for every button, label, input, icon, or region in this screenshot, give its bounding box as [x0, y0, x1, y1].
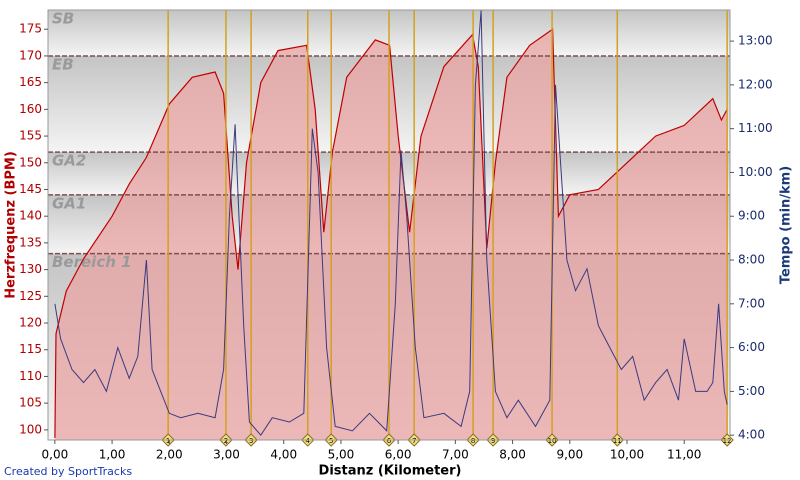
- pace-line: [54, 10, 728, 437]
- y2-tick-label: 5:00: [738, 384, 765, 398]
- hr-area: [54, 29, 728, 440]
- x-tick-label: 11,00: [667, 448, 701, 462]
- lap-label: 4: [306, 437, 311, 445]
- x-axis-title: Distanz (Kilometer): [319, 464, 462, 479]
- zone-label: SB: [52, 10, 74, 28]
- hr-line: [54, 28, 728, 438]
- x-tick-label: 10,00: [610, 448, 644, 462]
- y2-tick-label: 8:00: [738, 253, 765, 267]
- y-tick-label: 150: [19, 155, 42, 169]
- x-tick-label: 7,00: [442, 448, 469, 462]
- footer: Created by SportTracks: [4, 465, 132, 478]
- y-tick-label: 175: [19, 22, 42, 36]
- y2-tick-label: 11:00: [738, 121, 773, 135]
- lap-label: 6: [387, 437, 392, 445]
- lap-label: 12: [723, 437, 732, 445]
- y-tick-label: 145: [19, 182, 42, 196]
- y2-tick-label: 4:00: [738, 428, 765, 442]
- y2-axis-title: Tempo (min/km): [779, 166, 794, 284]
- y-tick-label: 110: [19, 369, 42, 383]
- y-axis-title: Herzfrequenz (BPM): [4, 151, 19, 299]
- plot-frame: [47, 9, 731, 441]
- y2-tick-label: 6:00: [738, 340, 765, 354]
- y2-tick-label: 7:00: [738, 296, 765, 310]
- x-tick-label: 8,00: [499, 448, 526, 462]
- x-tick-label: 6,00: [385, 448, 412, 462]
- lap-label: 2: [224, 437, 228, 445]
- lap-label: 1: [166, 437, 170, 445]
- y2-tick-label: 12:00: [738, 77, 773, 91]
- y-tick-label: 125: [19, 289, 42, 303]
- y2-tick-label: 13:00: [738, 34, 773, 48]
- zone-label: Bereich 1: [52, 253, 132, 271]
- lap-label: 10: [548, 437, 557, 445]
- y-tick-label: 155: [19, 129, 42, 143]
- y-tick-label: 120: [19, 316, 42, 330]
- lap-label: 3: [249, 437, 253, 445]
- y2-tick-label: 9:00: [738, 209, 765, 223]
- x-tick-label: 2,00: [156, 448, 183, 462]
- lap-label: 9: [491, 437, 495, 445]
- x-tick-label: 1,00: [99, 448, 126, 462]
- x-tick-label: 3,00: [213, 448, 240, 462]
- y-tick-label: 160: [19, 102, 42, 116]
- zone-label: GA2: [52, 152, 86, 170]
- lap-label: 7: [412, 437, 416, 445]
- y2-tick-label: 10:00: [738, 165, 773, 179]
- y-tick-label: 165: [19, 75, 42, 89]
- x-tick-label: 5,00: [328, 448, 355, 462]
- zone-label: EB: [52, 55, 74, 73]
- x-tick-label: 0,00: [42, 448, 69, 462]
- lap-label: 11: [613, 437, 622, 445]
- zone-label: GA1: [52, 194, 86, 212]
- y-tick-label: 115: [19, 342, 42, 356]
- y-tick-label: 135: [19, 235, 42, 249]
- lap-label: 5: [329, 437, 333, 445]
- lap-label: 8: [471, 437, 475, 445]
- x-tick-label: 9,00: [556, 448, 583, 462]
- y-tick-label: 130: [19, 262, 42, 276]
- y-tick-label: 105: [19, 396, 42, 410]
- y-tick-label: 100: [19, 422, 42, 436]
- x-tick-label: 4,00: [270, 448, 297, 462]
- y-tick-label: 170: [19, 48, 42, 62]
- y-tick-label: 140: [19, 209, 42, 223]
